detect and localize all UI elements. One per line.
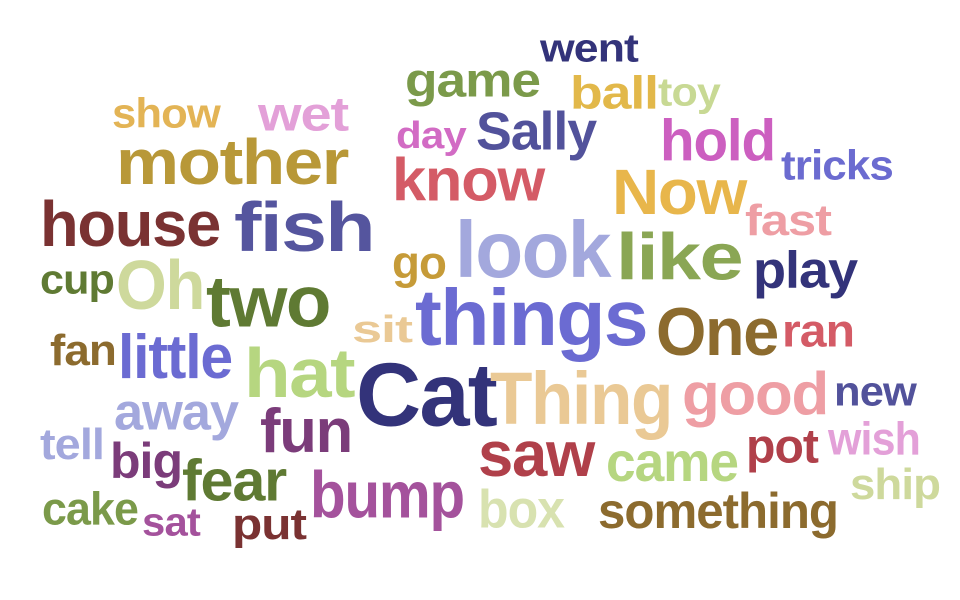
word-saw: saw	[478, 418, 595, 490]
word-two: two	[206, 261, 331, 343]
word-little: little	[118, 322, 233, 392]
word-tricks: tricks	[781, 141, 894, 189]
word-good: good	[682, 360, 829, 428]
word-big: big	[110, 433, 183, 489]
word-wish: wish	[828, 413, 921, 465]
word-cake: cake	[42, 483, 139, 535]
word-show: show	[112, 89, 221, 137]
word-cat: Cat	[356, 344, 498, 446]
word-box: box	[478, 478, 565, 540]
word-wet: wet	[258, 87, 349, 141]
word-fun: fun	[260, 396, 353, 466]
word-go: go	[392, 237, 447, 289]
word-ship: ship	[850, 459, 941, 509]
word-like: like	[616, 220, 744, 294]
word-mother: mother	[116, 126, 349, 198]
word-know: know	[392, 146, 545, 214]
word-sally: Sally	[476, 100, 597, 162]
word-something: something	[598, 483, 839, 539]
word-day: day	[396, 113, 467, 157]
word-new: new	[834, 367, 917, 415]
word-fan: fan	[50, 325, 117, 375]
word-sit: sit	[352, 307, 413, 351]
word-went: went	[540, 25, 639, 71]
word-sat: sat	[142, 499, 201, 545]
word-oh: Oh	[116, 245, 205, 325]
word-put: put	[232, 499, 307, 549]
word-toy: toy	[658, 69, 721, 115]
word-thing: Thing	[490, 357, 673, 441]
word-ball: ball	[570, 67, 659, 119]
word-pot: pot	[746, 419, 819, 473]
word-look: look	[455, 205, 612, 295]
word-fast: fast	[745, 195, 832, 245]
word-play: play	[753, 240, 858, 300]
word-bump: bump	[310, 458, 465, 532]
word-house: house	[40, 188, 221, 260]
word-now: Now	[612, 156, 747, 228]
word-tell: tell	[40, 419, 105, 469]
word-cup: cup	[40, 255, 115, 303]
word-hat: hat	[244, 333, 356, 413]
word-hold: hold	[660, 108, 776, 174]
word-came: came	[606, 430, 739, 494]
word-ran: ran	[782, 305, 855, 357]
word-fish: fish	[234, 187, 376, 267]
word-things: things	[415, 273, 649, 363]
word-fear: fear	[182, 448, 287, 514]
word-one: One	[656, 293, 779, 371]
word-away: away	[114, 382, 239, 442]
word-game: game	[405, 53, 541, 107]
